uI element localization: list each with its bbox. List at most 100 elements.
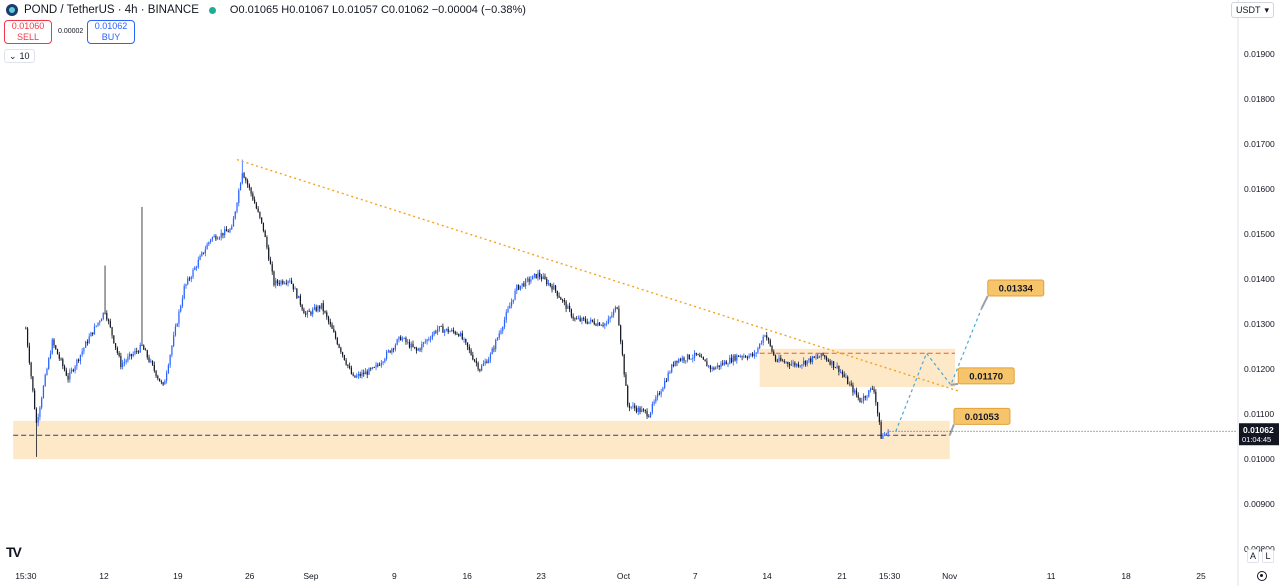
drawing-lines[interactable]: 0.01334 0.01170 0.01053 <box>236 158 1238 436</box>
candle-up <box>811 355 814 365</box>
price-target-callout[interactable]: 0.01334 <box>980 279 1045 310</box>
candle-up <box>525 278 527 289</box>
candle-down <box>825 355 828 362</box>
candle-down <box>266 235 268 250</box>
candle-up <box>655 395 657 404</box>
candle-up <box>69 368 71 383</box>
price-axis[interactable]: 0.01900 0.01800 0.01700 0.01600 0.01500 0.014… <box>1237 0 1275 586</box>
candle-up <box>275 277 277 289</box>
projected-path[interactable] <box>895 308 982 432</box>
candle-down <box>136 347 138 355</box>
candle-body <box>312 309 314 315</box>
time-tick-label: 21 <box>837 571 847 581</box>
candle-down <box>143 344 145 350</box>
currency-selector[interactable]: USDT ▾ <box>1230 2 1274 18</box>
candle-body <box>44 375 46 387</box>
candle-up <box>44 373 46 387</box>
support-zone[interactable] <box>13 420 950 460</box>
candle-body <box>766 335 768 339</box>
candle-up <box>489 352 492 363</box>
candle-down <box>699 352 701 358</box>
candle-down <box>561 298 564 303</box>
candle-body <box>493 348 495 350</box>
candle-body <box>234 211 236 219</box>
candle-body <box>590 319 592 322</box>
candle-body <box>401 338 404 341</box>
candle-body <box>776 360 778 362</box>
candle-body <box>715 367 717 370</box>
candle-body <box>525 279 527 287</box>
gear-icon[interactable] <box>1257 571 1267 581</box>
candle-up <box>218 236 221 241</box>
auto-scale-button[interactable]: A <box>1247 549 1259 563</box>
candle-down <box>415 346 418 354</box>
candle-body <box>482 363 485 366</box>
candle-body <box>317 306 319 312</box>
candle-body <box>743 356 745 358</box>
candle-down <box>658 391 660 396</box>
candle-body <box>759 343 761 349</box>
candle-up <box>239 181 242 191</box>
candle-body <box>426 339 428 342</box>
symbol-title[interactable]: POND / TetherUS · 4h · BINANCE <box>24 4 199 16</box>
candle-down <box>157 374 159 381</box>
candle-body <box>855 390 858 396</box>
tradingview-logo-icon[interactable]: TV <box>6 544 22 560</box>
candle-body <box>716 365 719 368</box>
price-target-callout[interactable]: 0.01053 <box>948 407 1011 436</box>
candle-up <box>727 362 729 368</box>
candle-up <box>836 362 838 369</box>
candle-down <box>107 318 110 325</box>
candle-body <box>871 388 873 390</box>
candle-up <box>424 338 426 344</box>
candle-up <box>609 316 611 323</box>
candle-body <box>347 364 349 367</box>
candle-body <box>111 327 113 336</box>
candle-up <box>387 349 389 353</box>
candle-down <box>158 378 161 382</box>
candle-body <box>459 333 462 337</box>
candle-body <box>859 397 861 403</box>
candle-body <box>99 321 101 323</box>
candle-body <box>407 341 409 343</box>
candle-body <box>547 283 550 285</box>
candle-body <box>287 281 289 284</box>
candle-up <box>649 411 652 419</box>
candle-up <box>693 350 696 362</box>
sell-button[interactable]: 0.01060 SELL <box>4 20 52 44</box>
candle-down <box>628 402 631 412</box>
market-status-icon <box>208 6 216 14</box>
resistance-zone[interactable] <box>759 348 956 388</box>
candle-body <box>489 354 492 360</box>
candle-series <box>25 159 889 457</box>
buy-button[interactable]: 0.01062 BUY <box>87 20 135 44</box>
candle-down <box>676 360 678 367</box>
time-tick-label: Nov <box>942 571 958 581</box>
log-scale-button[interactable]: L <box>1262 549 1274 563</box>
price-target-callout[interactable]: 0.01170 <box>950 367 1015 386</box>
candle-body <box>275 280 277 286</box>
time-axis[interactable]: 15:30 12 19 26 Sep 9 16 23 Oct 7 14 21 15:30 Nov 11 18 2… <box>15 571 1206 581</box>
candle-up <box>748 353 750 359</box>
candle-down <box>255 201 257 210</box>
candle-body <box>343 355 345 361</box>
candle-body <box>271 264 273 272</box>
candle-body <box>269 259 272 265</box>
candle-body <box>660 391 662 395</box>
descending-trendline[interactable] <box>236 158 961 393</box>
indicator-toggle[interactable]: ⌄ 10 <box>4 49 35 63</box>
candle-body <box>410 343 412 348</box>
candle-body <box>113 335 115 344</box>
candle-body <box>148 357 150 362</box>
candle-up <box>481 363 483 372</box>
drawing-zones[interactable] <box>13 348 956 460</box>
candle-up <box>637 405 639 416</box>
candle-down <box>414 346 416 350</box>
candle-up <box>164 379 166 385</box>
candle-down <box>773 349 775 356</box>
candle-body <box>49 353 52 359</box>
candle-down <box>817 353 819 359</box>
candle-body <box>702 357 704 360</box>
candle-body <box>526 278 529 280</box>
